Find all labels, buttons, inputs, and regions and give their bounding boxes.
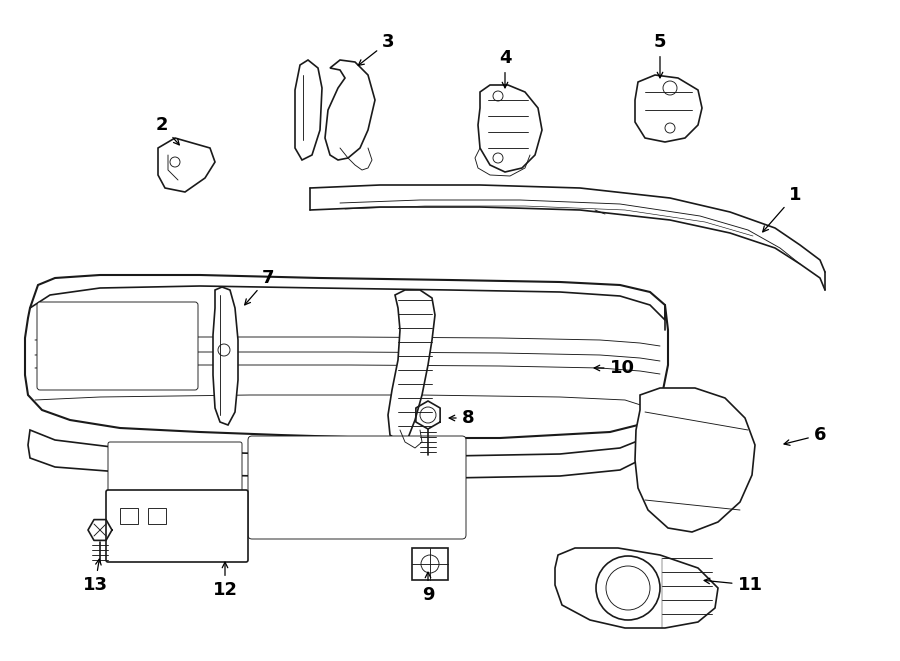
FancyBboxPatch shape	[108, 442, 242, 528]
Polygon shape	[478, 85, 542, 172]
Text: 4: 4	[499, 49, 511, 88]
Text: 7: 7	[245, 269, 274, 305]
Polygon shape	[635, 388, 755, 532]
FancyBboxPatch shape	[106, 490, 248, 562]
Polygon shape	[158, 138, 215, 192]
FancyBboxPatch shape	[248, 436, 466, 539]
Polygon shape	[555, 548, 718, 628]
Text: 11: 11	[704, 576, 762, 594]
Polygon shape	[295, 60, 322, 160]
FancyBboxPatch shape	[37, 302, 198, 390]
Polygon shape	[325, 60, 375, 160]
Polygon shape	[213, 287, 238, 425]
Text: 9: 9	[422, 572, 434, 604]
Polygon shape	[25, 275, 668, 438]
Polygon shape	[635, 75, 702, 142]
Text: 10: 10	[594, 359, 634, 377]
Text: 1: 1	[763, 186, 801, 232]
Text: 13: 13	[83, 559, 107, 594]
Text: 12: 12	[212, 562, 238, 599]
Text: 5: 5	[653, 33, 666, 78]
Text: 2: 2	[156, 116, 179, 145]
Polygon shape	[28, 430, 640, 478]
Polygon shape	[388, 290, 435, 442]
Text: 8: 8	[449, 409, 474, 427]
Text: 3: 3	[358, 33, 394, 65]
Text: 6: 6	[784, 426, 826, 446]
